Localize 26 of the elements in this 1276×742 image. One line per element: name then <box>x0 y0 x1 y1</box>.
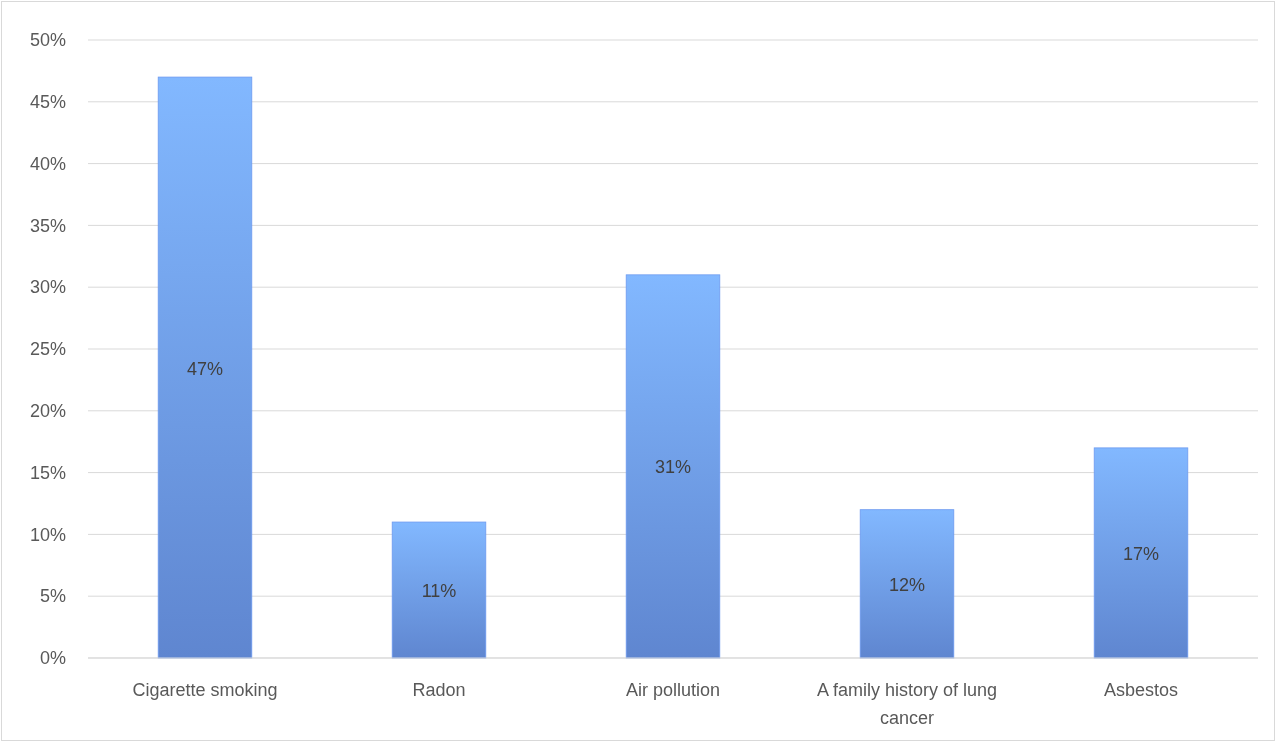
y-tick-label: 50% <box>29 30 66 51</box>
y-tick-label: 30% <box>29 277 66 298</box>
y-tick-label: 10% <box>29 524 66 545</box>
x-tick-label: Cigarette smoking <box>132 680 278 700</box>
bar <box>1093 447 1189 659</box>
data-label: 47% <box>186 358 224 379</box>
data-label: 12% <box>888 574 926 595</box>
data-label: 17% <box>1122 543 1160 564</box>
y-tick-label: 45% <box>29 92 66 113</box>
data-label: 11% <box>421 581 457 602</box>
y-tick-label: 35% <box>29 215 66 236</box>
y-tick-label: 15% <box>29 462 66 483</box>
bar <box>391 521 487 659</box>
bar <box>859 509 955 659</box>
y-tick-label: 25% <box>29 339 66 360</box>
bar <box>625 274 721 659</box>
bar <box>157 76 253 659</box>
y-tick-label: 0% <box>39 648 66 669</box>
y-tick-label: 5% <box>39 586 66 607</box>
x-tick-label: Air pollution <box>625 680 721 700</box>
x-tick-label: A family history of lung cancer <box>816 680 998 728</box>
y-tick-label: 20% <box>29 401 66 422</box>
x-tick-label: Radon <box>412 680 466 700</box>
y-tick-label: 40% <box>29 153 66 174</box>
data-label: 31% <box>654 457 692 478</box>
x-tick-label: Asbestos <box>1103 680 1179 700</box>
